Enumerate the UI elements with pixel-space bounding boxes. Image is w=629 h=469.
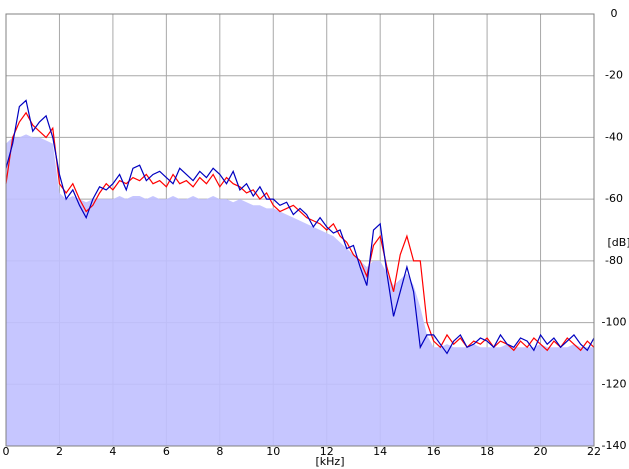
x-axis-label: [kHz] [316,455,345,468]
x-tick-label: 12 [320,445,334,458]
x-tick-label: 16 [427,445,441,458]
y-axis-label: [dB] [607,236,629,249]
x-tick-label: 18 [480,445,494,458]
x-tick-label: 6 [163,445,170,458]
y-tick-label: -140 [602,439,627,452]
y-tick-label: 0 [611,7,618,20]
y-tick-label: -60 [605,192,623,205]
x-tick-label: 10 [266,445,280,458]
line [5,111,595,352]
y-tick-label: -40 [605,130,623,143]
x-tick-label: 14 [373,445,387,458]
line [5,99,595,355]
y-tick-label: -80 [605,254,623,267]
plot-frame [5,13,595,447]
x-tick-label: 22 [587,445,601,458]
x-tick-label: 8 [216,445,223,458]
y-tick-label: -100 [602,316,627,329]
x-tick-label: 20 [534,445,548,458]
x-tick-label: 0 [3,445,10,458]
x-tick-label: 4 [109,445,116,458]
y-tick-label: -120 [602,377,627,390]
y-tick-label: -20 [605,69,623,82]
x-tick-label: 2 [56,445,63,458]
area [6,134,594,446]
